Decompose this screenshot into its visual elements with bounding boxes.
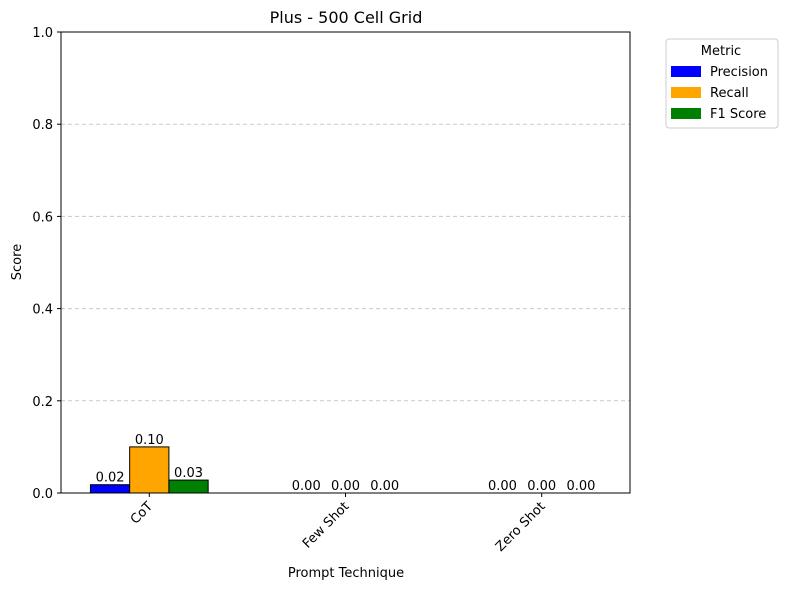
y-tick-label: 1.0 [32,26,53,41]
legend-swatch [671,108,701,119]
legend-label: Recall [710,86,749,101]
data-label: 0.00 [331,479,360,494]
y-tick-label: 0.4 [32,303,53,318]
x-axis-label: Prompt Technique [288,566,404,581]
data-label: 0.00 [527,479,556,494]
data-labels: 0.02 0.00 0.00 0.10 0.00 0.00 0.03 0.00 0.00 [96,433,596,494]
data-label: 0.10 [135,433,164,448]
data-label: 0.02 [96,471,125,486]
legend-items: Precision Recall F1 Score [671,65,768,122]
legend-box [665,38,779,129]
data-label: 0.00 [292,479,321,494]
y-axis-ticks: 0.0 0.2 0.4 0.6 0.8 1.0 [32,26,61,502]
y-tick-label: 0.2 [32,395,53,410]
y-axis-label: Score [10,244,25,280]
legend-label: F1 Score [710,107,766,122]
legend-swatch [671,87,701,98]
data-label: 0.03 [174,466,203,481]
bar [89,484,131,494]
grid-lines [61,123,630,402]
chart-title: Plus - 500 Cell Grid [270,8,423,27]
data-label: 0.00 [370,479,399,494]
y-tick-label: 0.0 [32,487,53,502]
data-label: 0.00 [488,479,517,494]
legend-title: Metric [701,44,741,59]
bar [168,479,209,494]
bar [129,446,170,494]
data-label: 0.00 [566,479,595,494]
legend: Metric Precision Recall F1 Score [665,38,779,129]
y-tick-label: 0.8 [32,118,53,133]
legend-swatch [671,66,701,77]
y-tick-label: 0.6 [32,210,53,225]
legend-label: Precision [710,65,768,80]
